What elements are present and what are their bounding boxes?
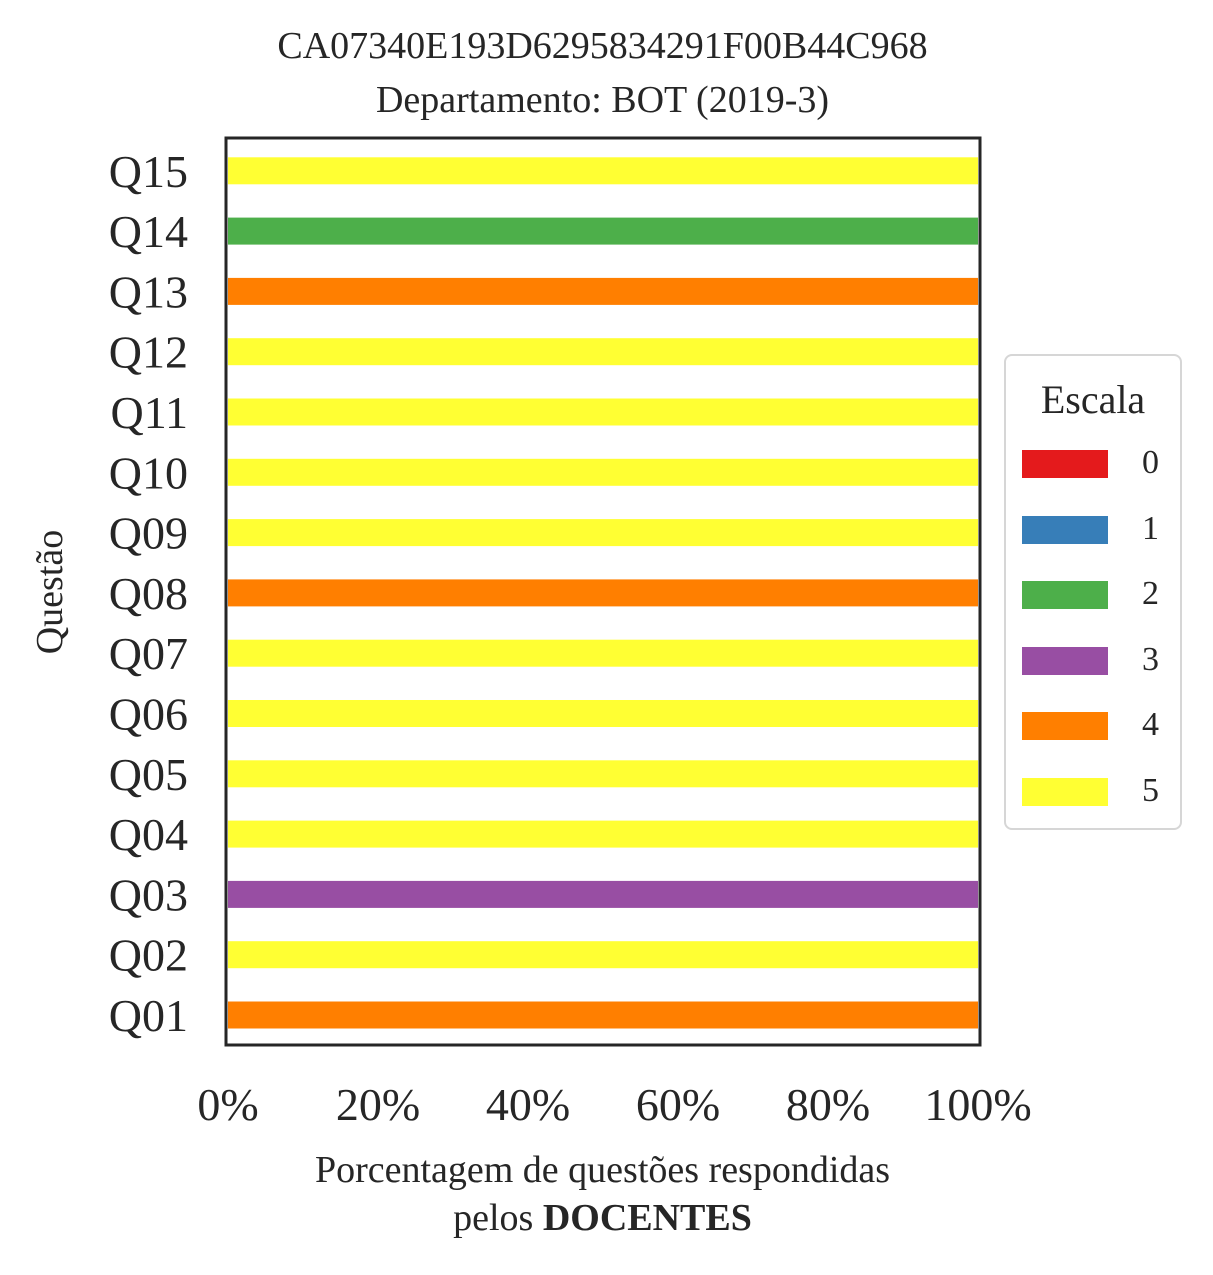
y-tick-label-q06: Q06 (109, 689, 188, 740)
bar-q03-scale-3 (228, 880, 978, 908)
bar-q08-scale-4 (228, 579, 978, 607)
y-tick-label-q11: Q11 (110, 387, 188, 438)
x-axis-label: Porcentagem de questões respondidas pelo… (130, 1146, 1075, 1242)
x-tick-label-2: 40% (486, 1079, 570, 1130)
x-tick-label-1: 20% (336, 1079, 420, 1130)
y-tick-label-q09: Q09 (109, 508, 188, 559)
y-tick-label-q12: Q12 (109, 327, 188, 378)
y-tick-label-q13: Q13 (109, 266, 188, 317)
x-axis-label-prefix: pelos (453, 1197, 543, 1239)
x-tick-label-0: 0% (197, 1079, 258, 1130)
x-axis-label-line-1: Porcentagem de questões respondidas (314, 1149, 891, 1191)
bar-q04-scale-5 (228, 820, 978, 848)
y-tick-label-q14: Q14 (109, 206, 188, 257)
legend-label-0: 0 (1142, 444, 1159, 481)
legend-label-4: 4 (1142, 706, 1159, 743)
y-tick-label-q10: Q10 (109, 447, 188, 498)
bar-q07-scale-5 (228, 639, 978, 667)
bar-q12-scale-5 (228, 338, 978, 366)
legend-swatch-3 (1022, 646, 1108, 675)
y-tick-labels: Q01 Q02 Q03 Q04 Q05 Q06 Q07 Q08 Q09 Q10 Q11 Q12 Q13 Q… (109, 146, 188, 1041)
y-tick-label-q03: Q03 (109, 869, 188, 920)
bars-group (228, 157, 978, 1029)
y-tick-label-q02: Q02 (109, 930, 188, 981)
x-axis-label-emphasis: DOCENTES (542, 1197, 752, 1239)
bar-q14-scale-2 (228, 217, 978, 245)
x-tick-label-4: 80% (786, 1079, 870, 1130)
legend-label-3: 3 (1142, 640, 1159, 678)
legend-swatch-4 (1022, 712, 1108, 740)
bar-q05-scale-5 (228, 760, 978, 788)
y-axis-label: Questão (29, 529, 71, 655)
bar-q06-scale-5 (228, 700, 978, 727)
plot-frame (224, 136, 982, 1047)
bar-q11-scale-5 (228, 398, 978, 426)
bar-q15-scale-5 (228, 157, 978, 185)
x-axis-label-line-2: pelos DOCENTES (130, 1194, 1075, 1242)
x-tick-label-3: 60% (636, 1079, 720, 1130)
y-tick-label-q01: Q01 (109, 990, 188, 1041)
y-tick-label-q05: Q05 (109, 749, 188, 800)
chart-title-line-1: CA07340E193D6295834291F00B44C968 (277, 25, 928, 67)
legend-swatch-2 (1022, 581, 1108, 609)
legend: Escala 0 1 2 3 4 5 (1004, 354, 1182, 830)
legend-label-1: 1 (1142, 509, 1159, 547)
y-tick-label-q07: Q07 (109, 628, 188, 679)
legend-label-5: 5 (1142, 771, 1159, 809)
legend-swatch-0 (1022, 450, 1108, 478)
legend-swatch-1 (1022, 515, 1108, 544)
bar-q13-scale-4 (228, 277, 978, 305)
bar-q01-scale-4 (228, 1001, 978, 1029)
bar-q10-scale-5 (228, 458, 978, 486)
x-tick-labels: 0% 20% 40% 60% 80% 100% (197, 1079, 1031, 1130)
bar-q09-scale-5 (228, 519, 978, 547)
y-tick-label-q04: Q04 (109, 809, 188, 860)
y-tick-label-q15: Q15 (109, 146, 188, 197)
chart-title-line-2: Departamento: BOT (2019-3) (375, 79, 830, 121)
legend-swatch-5 (1022, 777, 1108, 806)
x-tick-label-5: 100% (924, 1079, 1031, 1130)
bar-q02-scale-5 (228, 941, 978, 969)
y-tick-label-q08: Q08 (109, 568, 188, 619)
legend-label-2: 2 (1142, 575, 1159, 612)
legend-title: Escala (1040, 377, 1146, 422)
